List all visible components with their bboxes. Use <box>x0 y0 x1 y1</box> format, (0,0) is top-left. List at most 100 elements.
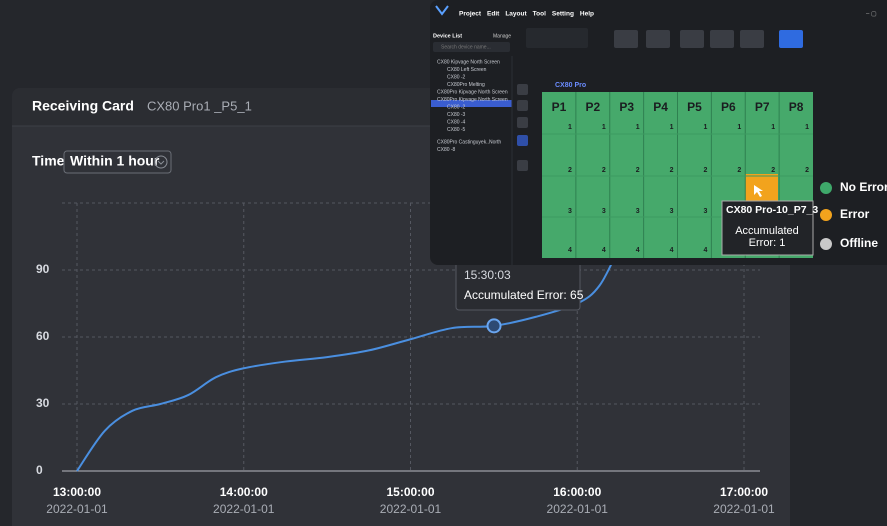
row-number: 1 <box>703 124 707 131</box>
device-item: CX80 -2 <box>447 104 466 110</box>
tooltip-label: Accumulated Error: 65 <box>464 288 584 302</box>
toolbar-group <box>526 28 588 48</box>
menu-item[interactable]: Project <box>459 11 482 18</box>
y-tick-label: 60 <box>36 329 50 343</box>
device-item: CX80Pro Kipvage North Screen <box>437 89 508 95</box>
row-number: 3 <box>703 208 707 215</box>
device-item: CX80 -5 <box>447 127 466 133</box>
device-item: CX80Pro Castinguyek..North <box>437 139 501 145</box>
legend-dot <box>820 209 832 221</box>
device-item: CX80Pro Kipvage North Screen <box>437 97 508 103</box>
row-number: 2 <box>737 167 741 174</box>
screen-label: CX80 Pro <box>555 82 586 89</box>
device-item: CX80 -2 <box>447 74 466 80</box>
x-tick-label: 17:00:00 <box>720 485 768 499</box>
search-box[interactable] <box>433 42 510 52</box>
x-tick-label: 15:00:00 <box>386 485 434 499</box>
device-item: CX80 -3 <box>447 112 466 118</box>
y-tick-label: 30 <box>36 396 50 410</box>
row-number: 2 <box>568 167 572 174</box>
win-controls: – ▢ <box>866 12 877 18</box>
row-number: 3 <box>670 208 674 215</box>
error-tooltip <box>721 200 814 256</box>
time-select-value[interactable]: Within 1 hour <box>70 153 160 169</box>
x-tick-date: 2022-01-01 <box>46 502 108 516</box>
column-label: P7 <box>755 100 770 114</box>
menu: Project Edit Layout Tool Setting Help <box>459 11 594 18</box>
tooltip: 15:30:03 Accumulated Error: 65 <box>455 261 584 311</box>
row-number: 1 <box>568 124 572 131</box>
menu-item[interactable]: Setting <box>552 11 574 18</box>
logo <box>435 5 449 16</box>
row-number: 4 <box>670 247 674 254</box>
column-label: P1 <box>552 100 567 114</box>
tool-btn[interactable] <box>614 30 638 48</box>
side-icon[interactable] <box>517 135 528 146</box>
row-number: 4 <box>602 247 606 254</box>
side-icon[interactable] <box>517 100 528 111</box>
row-number: 4 <box>703 247 707 254</box>
device-item: CX80 Left Screen <box>447 67 487 73</box>
error-cell[interactable] <box>745 174 778 202</box>
menu-item[interactable]: Edit <box>487 11 500 18</box>
y-tick-label: 90 <box>36 262 50 276</box>
time-label: Time <box>32 153 65 169</box>
device-item: CX80 -4 <box>447 119 466 125</box>
device-list: CX80 Kipvage North Screen CX80 Left Scree… <box>437 59 508 153</box>
x-tick-date: 2022-01-01 <box>380 502 442 516</box>
grid-cells: P11234P21234P31234P41234P51234P61234P712… <box>542 92 813 258</box>
row-number: 2 <box>670 167 674 174</box>
time-select[interactable] <box>63 150 172 174</box>
column-label: P4 <box>653 100 668 114</box>
row-number: 1 <box>636 124 640 131</box>
tool-btn[interactable] <box>680 30 704 48</box>
column-label: P6 <box>721 100 736 114</box>
menu-item[interactable]: Help <box>580 11 594 18</box>
chart: 0 30 60 90 13:00:00 2022-01-01 14:00:00 2022-01… <box>36 203 775 516</box>
row-number: 2 <box>636 167 640 174</box>
row-number: 4 <box>568 247 572 254</box>
row-number: 3 <box>568 208 572 215</box>
side-icon[interactable] <box>517 117 528 128</box>
selected-row <box>431 100 512 107</box>
error-tooltip-title: CX80 Pro-10_P7_3 <box>726 204 818 216</box>
legend: No Error Error Offline <box>820 180 887 250</box>
chevron-arrow <box>157 160 165 165</box>
legend-dot <box>820 182 832 194</box>
y-tick-label: 0 <box>36 463 43 477</box>
row-number: 2 <box>602 167 606 174</box>
column-label: P8 <box>789 100 804 114</box>
card-subtitle: CX80 Pro1 _P5_1 <box>147 98 252 113</box>
menu-item[interactable]: Tool <box>533 11 546 18</box>
row-number: 3 <box>636 208 640 215</box>
cursor <box>754 185 763 197</box>
menu-item[interactable]: Layout <box>505 11 527 18</box>
legend-dot <box>820 238 832 250</box>
manage[interactable]: Manage <box>493 33 511 39</box>
side-icon[interactable] <box>517 160 528 171</box>
device-item: CX80Pro Melting <box>447 82 485 88</box>
x-tick-label: 13:00:00 <box>53 485 101 499</box>
tool-btn[interactable] <box>646 30 670 48</box>
device-item: CX80 Kipvage North Screen <box>437 59 500 65</box>
error-tooltip-line: Accumulated <box>735 225 799 237</box>
tool-btn-active[interactable] <box>779 30 803 48</box>
tool-btn[interactable] <box>740 30 764 48</box>
error-tooltip-line: Error: 1 <box>749 237 786 249</box>
row-number: 4 <box>636 247 640 254</box>
tool-btn[interactable] <box>710 30 734 48</box>
chevron[interactable] <box>154 155 168 169</box>
legend-label: Error <box>840 207 870 221</box>
column-label: P3 <box>619 100 634 114</box>
row-number: 1 <box>602 124 606 131</box>
side-icon[interactable] <box>517 84 528 95</box>
tooltip-time: 15:30:03 <box>464 268 511 282</box>
row-number: 2 <box>805 167 809 174</box>
hover-point <box>486 318 502 334</box>
x-tick-label: 14:00:00 <box>220 485 268 499</box>
search-placeholder: Search device name... <box>441 44 491 50</box>
device-item: CX80 -8 <box>437 147 456 153</box>
row-number: 1 <box>771 124 775 131</box>
row-number: 2 <box>703 167 707 174</box>
